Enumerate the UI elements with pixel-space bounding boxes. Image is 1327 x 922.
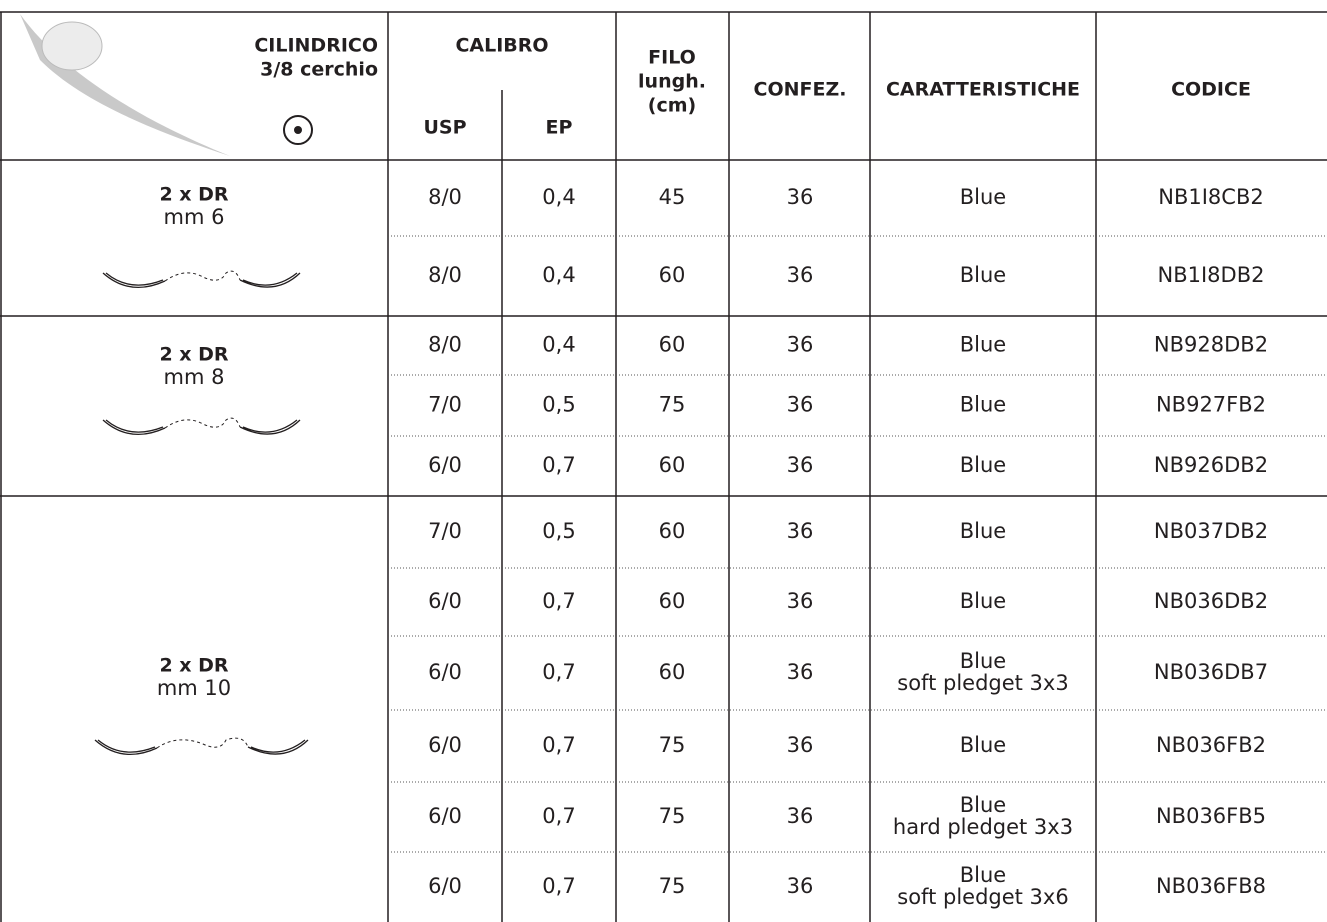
cell: NB036DB7 — [1154, 660, 1268, 684]
cell: NB037DB2 — [1154, 519, 1268, 543]
section-icon-dot — [294, 126, 302, 134]
cell: 36 — [787, 874, 814, 898]
cell: Blue — [960, 519, 1006, 543]
cell: Blue — [960, 453, 1006, 477]
cell: Blue — [960, 393, 1006, 417]
cell: NB1I8CB2 — [1158, 185, 1263, 209]
cell: 7/0 — [428, 393, 462, 417]
cell: 75 — [659, 874, 686, 898]
cell: 0,7 — [542, 589, 575, 613]
cell: 36 — [787, 453, 814, 477]
cell: 60 — [659, 589, 686, 613]
header-text: USP — [423, 117, 466, 139]
group-size: mm 10 — [157, 676, 231, 700]
cell: 75 — [659, 733, 686, 757]
cell: 75 — [659, 804, 686, 828]
suture-thread — [164, 270, 241, 282]
cell: NB1I8DB2 — [1158, 263, 1265, 287]
header-text: CODICE — [1171, 79, 1251, 101]
cell: 6/0 — [428, 453, 462, 477]
cell: 0,7 — [542, 660, 575, 684]
cell: 36 — [787, 333, 814, 357]
cell: 60 — [659, 453, 686, 477]
cell: 36 — [787, 263, 814, 287]
group-size: mm 8 — [164, 365, 225, 389]
cell: 6/0 — [428, 660, 462, 684]
needle-icon-ring — [41, 21, 103, 71]
cell: NB036DB2 — [1154, 589, 1268, 613]
header-text: CONFEZ. — [754, 79, 847, 101]
needle-drawing — [94, 739, 309, 755]
cell: 0,5 — [542, 519, 575, 543]
cell: Blue — [960, 793, 1006, 817]
header-text: (cm) — [648, 95, 696, 117]
cell: NB036FB5 — [1156, 804, 1266, 828]
cell: 45 — [659, 185, 686, 209]
cell: 0,7 — [542, 804, 575, 828]
cell: Blue — [960, 863, 1006, 887]
cell: NB036FB2 — [1156, 733, 1266, 757]
header-text: 3/8 cerchio — [260, 59, 378, 81]
cell: 36 — [787, 185, 814, 209]
header-text: FILO — [648, 47, 696, 69]
cell: NB926DB2 — [1154, 453, 1268, 477]
header-text: CILINDRICO — [254, 35, 378, 57]
cell: Blue — [960, 733, 1006, 757]
borders — [0, 11, 1327, 922]
section-icon — [283, 115, 313, 145]
group-label: 2 x DR — [159, 655, 228, 677]
cell: 36 — [787, 733, 814, 757]
group-label: 2 x DR — [159, 344, 228, 366]
suture-thread — [156, 737, 249, 749]
cell: 36 — [787, 804, 814, 828]
cell: 0,7 — [542, 874, 575, 898]
cell: Blue — [960, 263, 1006, 287]
cell: soft pledget 3x6 — [897, 885, 1068, 909]
cell: 60 — [659, 263, 686, 287]
cell: 8/0 — [428, 263, 462, 287]
cell: 60 — [659, 660, 686, 684]
cell: 6/0 — [428, 589, 462, 613]
cell: 75 — [659, 393, 686, 417]
cell: NB927FB2 — [1156, 393, 1266, 417]
header-text: CARATTERISTICHE — [886, 79, 1080, 101]
cell: 36 — [787, 393, 814, 417]
cell: 0,4 — [542, 185, 575, 209]
header-text: EP — [546, 117, 573, 139]
suture-thread — [164, 417, 241, 429]
cell: 8/0 — [428, 333, 462, 357]
header-text: lungh. — [638, 71, 706, 93]
cell: 0,7 — [542, 733, 575, 757]
cell: NB928DB2 — [1154, 333, 1268, 357]
group-size: mm 6 — [164, 205, 225, 229]
cell: 36 — [787, 519, 814, 543]
cell: 0,4 — [542, 263, 575, 287]
cell: 0,5 — [542, 393, 575, 417]
cell: Blue — [960, 649, 1006, 673]
cell: 0,7 — [542, 453, 575, 477]
cell: 60 — [659, 519, 686, 543]
cell: 6/0 — [428, 804, 462, 828]
group-label: 2 x DR — [159, 184, 228, 206]
cell: soft pledget 3x3 — [897, 671, 1068, 695]
cell: 60 — [659, 333, 686, 357]
needle-drawing — [102, 419, 301, 435]
cell: Blue — [960, 589, 1006, 613]
cell: 6/0 — [428, 733, 462, 757]
cell: 36 — [787, 660, 814, 684]
cell: 36 — [787, 589, 814, 613]
cell: Blue — [960, 185, 1006, 209]
cell: 7/0 — [428, 519, 462, 543]
cell: 8/0 — [428, 185, 462, 209]
cell: 6/0 — [428, 874, 462, 898]
cell: hard pledget 3x3 — [893, 815, 1073, 839]
cell: Blue — [960, 333, 1006, 357]
header-text: CALIBRO — [455, 35, 548, 57]
needle-drawing — [102, 272, 301, 288]
cell: 0,4 — [542, 333, 575, 357]
cell: NB036FB8 — [1156, 874, 1266, 898]
